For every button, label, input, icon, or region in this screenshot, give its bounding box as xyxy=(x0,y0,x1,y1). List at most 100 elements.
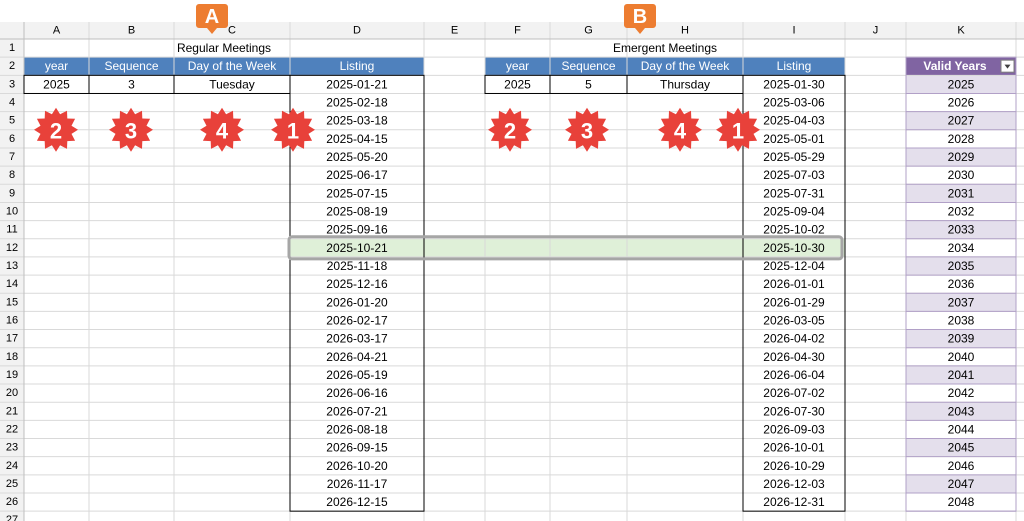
column-letter: D xyxy=(353,25,361,37)
valid-year: 2029 xyxy=(948,150,975,164)
listing-date: 2026-09-03 xyxy=(763,422,825,436)
listing-date: 2026-04-30 xyxy=(763,350,825,364)
listing-date: 2026-06-04 xyxy=(763,368,825,382)
listing-date: 2026-01-01 xyxy=(763,277,825,291)
listing-date: 2025-10-02 xyxy=(763,223,825,237)
step-badge-label: 4 xyxy=(216,118,229,143)
listing-date: 2026-12-31 xyxy=(763,495,825,509)
section-pin xyxy=(624,4,656,34)
band-fill xyxy=(906,438,1016,457)
listing-date: 2026-01-29 xyxy=(763,295,825,309)
column-header: Day of the Week xyxy=(188,59,277,73)
row-number: 27 xyxy=(6,514,18,521)
dropdown-arrow xyxy=(1004,64,1011,69)
row-number: 19 xyxy=(6,369,18,381)
listing-date: 2026-12-15 xyxy=(326,495,388,509)
row-number: 21 xyxy=(6,405,18,417)
listing-date: 2025-06-17 xyxy=(326,168,388,182)
valid-year: 2030 xyxy=(948,168,975,182)
column-letter: K xyxy=(957,25,965,37)
valid-year: 2035 xyxy=(948,259,975,273)
row-highlight xyxy=(290,238,845,257)
listing-date: 2025-09-04 xyxy=(763,205,825,219)
row-number: 20 xyxy=(6,387,18,399)
listing-date: 2026-04-21 xyxy=(326,350,388,364)
listing-date: 2025-05-29 xyxy=(763,150,825,164)
band-fill xyxy=(906,474,1016,493)
section-pin xyxy=(196,4,228,34)
valid-year: 2037 xyxy=(948,295,975,309)
highlight-outline xyxy=(287,235,844,261)
listing-date: 2026-03-05 xyxy=(763,313,825,327)
listing-date: 2025-12-16 xyxy=(326,277,388,291)
step-badge xyxy=(716,107,760,152)
row-number: 8 xyxy=(9,169,15,181)
header-fill xyxy=(485,57,845,76)
listing-date: 2025-07-31 xyxy=(763,186,825,200)
band-fill xyxy=(906,147,1016,167)
column-header: year xyxy=(45,59,68,73)
row-number: 1 xyxy=(9,42,15,54)
listing-date: 2025-10-21 xyxy=(326,241,388,255)
row-number: 13 xyxy=(6,260,18,272)
row-number: 11 xyxy=(6,224,17,236)
row-number: 17 xyxy=(6,333,18,345)
band-fill xyxy=(906,220,1016,239)
valid-year: 2027 xyxy=(948,114,975,128)
column-letter: E xyxy=(451,25,458,37)
row-number: 3 xyxy=(9,78,15,90)
listing-border xyxy=(742,74,846,512)
listing-date: 2025-04-03 xyxy=(763,114,825,128)
listing-date: 2025-05-01 xyxy=(763,132,825,146)
listing-date: 2025-01-21 xyxy=(326,77,388,91)
row-number: 12 xyxy=(6,242,18,254)
listing-date: 2026-04-02 xyxy=(763,332,825,346)
band-fill xyxy=(906,184,1016,203)
input-value: Tuesday xyxy=(209,77,255,91)
column-header: Listing xyxy=(340,59,375,73)
valid-year: 2034 xyxy=(948,241,975,255)
step-badge-label: 3 xyxy=(125,118,137,143)
band-fill xyxy=(906,293,1016,312)
input-value: 2025 xyxy=(504,77,531,91)
step-badge xyxy=(109,107,153,152)
input-value: 5 xyxy=(585,77,592,91)
listing-date: 2026-02-17 xyxy=(326,313,388,327)
listing-date: 2025-12-04 xyxy=(763,259,825,273)
header-fill xyxy=(24,57,424,76)
valid-year: 2025 xyxy=(948,77,975,91)
input-value: 3 xyxy=(128,77,135,91)
listing-date: 2026-05-19 xyxy=(326,368,388,382)
step-badge-label: 1 xyxy=(287,118,299,143)
table-border xyxy=(905,56,1017,512)
listing-date: 2026-06-16 xyxy=(326,386,388,400)
band-fill xyxy=(906,111,1016,130)
input-value: Thursday xyxy=(660,77,710,91)
row-number: 5 xyxy=(9,115,15,127)
row-number: 9 xyxy=(9,187,15,199)
step-badge xyxy=(34,107,78,152)
row-number: 23 xyxy=(6,442,18,454)
band-fill xyxy=(906,256,1016,276)
listing-date: 2025-07-03 xyxy=(763,168,825,182)
listing-date: 2025-01-30 xyxy=(763,77,825,91)
column-letter: C xyxy=(228,25,236,37)
listing-date: 2025-11-18 xyxy=(327,259,388,273)
column-letter: A xyxy=(53,25,61,37)
band-fill xyxy=(906,402,1016,421)
listing-date: 2026-10-29 xyxy=(763,459,825,473)
column-letter: G xyxy=(584,25,593,37)
band-fill xyxy=(906,365,1016,385)
step-badge xyxy=(200,107,244,152)
step-badge xyxy=(271,107,315,152)
input-value: 2025 xyxy=(43,77,70,91)
column-header: Listing xyxy=(777,59,812,73)
row-number: 10 xyxy=(6,206,18,218)
row-number: 14 xyxy=(6,278,18,290)
valid-year: 2044 xyxy=(948,422,975,436)
column-letter: H xyxy=(681,25,689,37)
listing-date: 2025-03-18 xyxy=(326,114,388,128)
